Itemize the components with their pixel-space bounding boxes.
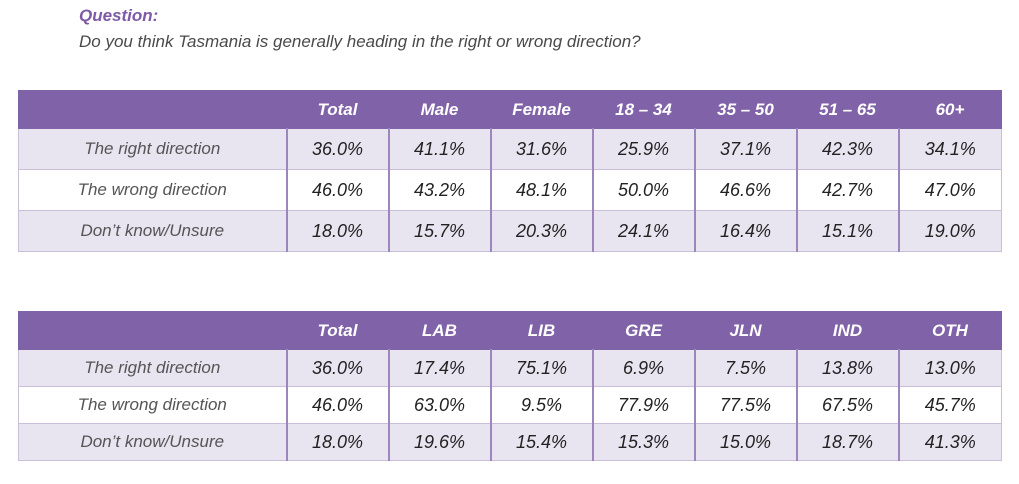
question-text: Do you think Tasmania is generally headi… [79,32,641,51]
table-row: The wrong direction 46.0% 43.2% 48.1% 50… [18,169,1002,211]
value-cell: 43.2% [387,169,491,211]
value-cell: 42.7% [795,169,899,211]
value-cell: 37.1% [693,128,797,170]
header-cell-18-34: 18 – 34 [592,90,695,129]
table-row: The right direction 36.0% 17.4% 75.1% 6.… [18,349,1002,387]
row-label: Don’t know/Unsure [18,210,287,252]
value-cell: 45.7% [897,386,1002,424]
value-cell: 19.6% [387,423,491,461]
table-row: Don’t know/Unsure 18.0% 19.6% 15.4% 15.3… [18,423,1002,461]
value-cell: 77.9% [591,386,695,424]
header-cell-35-50: 35 – 50 [694,90,797,129]
results-table-demographics: Total Male Female 18 – 34 35 – 50 51 – 6… [18,90,1002,252]
value-cell: 47.0% [897,169,1002,211]
value-cell: 25.9% [591,128,695,170]
value-cell: 36.0% [285,349,389,387]
value-cell: 46.0% [285,169,389,211]
value-cell: 41.3% [897,423,1002,461]
header-cell-51-65: 51 – 65 [796,90,899,129]
value-cell: 18.0% [285,210,389,252]
table-header-row: Total Male Female 18 – 34 35 – 50 51 – 6… [18,90,1002,129]
value-cell: 17.4% [387,349,491,387]
value-cell: 20.3% [489,210,593,252]
value-cell: 63.0% [387,386,491,424]
row-label: Don’t know/Unsure [18,423,287,461]
value-cell: 13.0% [897,349,1002,387]
table-row: The wrong direction 46.0% 63.0% 9.5% 77.… [18,386,1002,424]
value-cell: 19.0% [897,210,1002,252]
value-cell: 50.0% [591,169,695,211]
value-cell: 24.1% [591,210,695,252]
row-label: The wrong direction [18,169,287,211]
value-cell: 15.0% [693,423,797,461]
value-cell: 41.1% [387,128,491,170]
question-label: Question: [79,6,159,25]
value-cell: 15.3% [591,423,695,461]
value-cell: 31.6% [489,128,593,170]
header-cell-jln: JLN [694,311,797,350]
value-cell: 15.7% [387,210,491,252]
value-cell: 18.7% [795,423,899,461]
header-cell-lab: LAB [388,311,491,350]
value-cell: 46.6% [693,169,797,211]
value-cell: 15.4% [489,423,593,461]
value-cell: 42.3% [795,128,899,170]
value-cell: 6.9% [591,349,695,387]
row-label: The right direction [18,128,287,170]
value-cell: 75.1% [489,349,593,387]
header-cell-total: Total [286,311,389,350]
table-header-row: Total LAB LIB GRE JLN IND OTH [18,311,1002,350]
header-cell-blank [18,311,287,350]
value-cell: 77.5% [693,386,797,424]
row-label: The wrong direction [18,386,287,424]
value-cell: 48.1% [489,169,593,211]
header-cell-oth: OTH [898,311,1002,350]
results-table-party: Total LAB LIB GRE JLN IND OTH The right … [18,311,1002,461]
header-cell-lib: LIB [490,311,593,350]
value-cell: 15.1% [795,210,899,252]
header-cell-female: Female [490,90,593,129]
value-cell: 36.0% [285,128,389,170]
value-cell: 46.0% [285,386,389,424]
header-cell-blank [18,90,287,129]
header-cell-total: Total [286,90,389,129]
header-cell-ind: IND [796,311,899,350]
header-cell-male: Male [388,90,491,129]
value-cell: 7.5% [693,349,797,387]
value-cell: 16.4% [693,210,797,252]
table-row: The right direction 36.0% 41.1% 31.6% 25… [18,128,1002,170]
header-cell-60plus: 60+ [898,90,1002,129]
value-cell: 67.5% [795,386,899,424]
table-row: Don’t know/Unsure 18.0% 15.7% 20.3% 24.1… [18,210,1002,252]
value-cell: 13.8% [795,349,899,387]
value-cell: 34.1% [897,128,1002,170]
row-label: The right direction [18,349,287,387]
value-cell: 18.0% [285,423,389,461]
value-cell: 9.5% [489,386,593,424]
header-cell-gre: GRE [592,311,695,350]
